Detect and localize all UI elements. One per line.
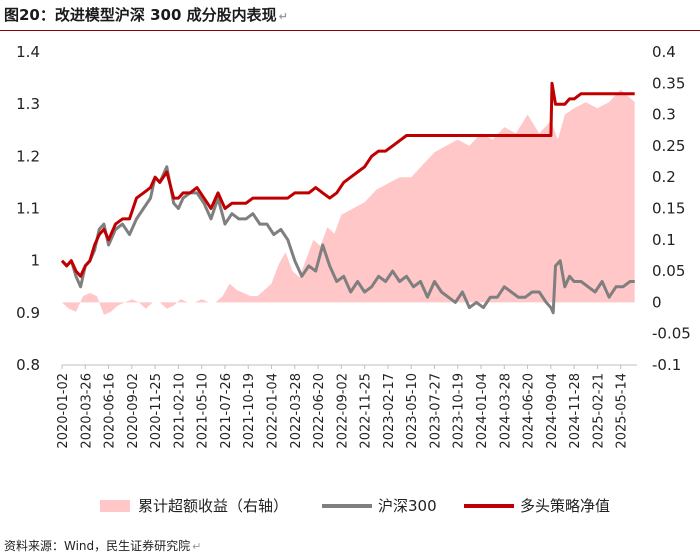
y-left-tick-label: 1.1	[16, 200, 40, 218]
chart: 0.8 0.9 1 1.1 1.2 1.3 1.4 -0.1 -0.05 0 0.05 0.1 0.15…	[16, 43, 691, 515]
x-tick-label: 2025-02-21	[591, 373, 606, 449]
x-tick-label: 2022-11-25	[359, 373, 374, 449]
x-tick-label: 2021-10-19	[242, 373, 257, 449]
legend-swatch-excess	[100, 500, 130, 512]
y-left-tick-label: 1.3	[16, 95, 40, 113]
x-tick-label: 2024-09-04	[545, 373, 560, 449]
legend: 累计超额收益（右轴） 沪深300 多头策略净值	[100, 497, 610, 515]
y-left-tick-label: 0.9	[16, 304, 40, 322]
return-mark-icon: ↵	[192, 540, 202, 553]
line-layer	[60, 81, 635, 315]
y-right-tick-label: 0.35	[652, 74, 685, 92]
x-tick-label: 2022-01-04	[266, 373, 281, 449]
x-tick-label: 2020-06-16	[103, 373, 118, 449]
x-tick-label: 2020-11-25	[149, 373, 164, 449]
y-right-tick-label: 0.05	[652, 262, 685, 280]
return-mark-icon: ↵	[278, 10, 288, 23]
x-tick-label: 2023-05-10	[405, 373, 420, 449]
x-tick-label: 2024-06-20	[522, 373, 537, 449]
y-right-tick-label: -0.05	[652, 325, 691, 343]
y-right-tick-label: 0.4	[652, 43, 676, 61]
legend-label-excess: 累计超额收益（右轴）	[138, 497, 288, 515]
x-tick-label: 2020-01-02	[56, 373, 71, 449]
excess-return-area	[62, 89, 635, 315]
x-tick-label: 2021-07-26	[219, 373, 234, 449]
x-tick-label: 2022-09-02	[335, 373, 350, 449]
source-note-text: 资料来源：Wind，民生证券研究院	[4, 539, 191, 553]
figure-title-text: 图20：改进模型沪深 300 成分股内表现	[4, 6, 277, 24]
hs300-line	[60, 165, 635, 315]
axis-layer: 0.8 0.9 1 1.1 1.2 1.3 1.4 -0.1 -0.05 0 0.05 0.1 0.15…	[16, 43, 691, 449]
y-right-tick-label: 0	[652, 293, 662, 311]
y-left-tick-label: 1	[30, 252, 40, 270]
x-tick-label: 2021-05-10	[196, 373, 211, 449]
x-tick-label: 2020-03-26	[79, 373, 94, 449]
x-tick-label: 2023-10-19	[452, 373, 467, 449]
source-note: 资料来源：Wind，民生证券研究院 ↵	[4, 537, 201, 554]
legend-label-strategy: 多头策略净值	[520, 497, 610, 515]
x-tick-label: 2023-07-27	[428, 373, 443, 449]
figure-title: 图20：改进模型沪深 300 成分股内表现 ↵	[4, 4, 288, 25]
excess-return-area-layer	[62, 89, 635, 315]
y-right-tick-label: 0.1	[652, 231, 676, 249]
strategy-nav-line	[60, 81, 635, 278]
x-tick-label: 2023-02-17	[382, 373, 397, 449]
x-tick-label: 2025-05-14	[615, 373, 630, 449]
x-tick-label: 2024-01-04	[475, 373, 490, 449]
x-tick-label: 2024-11-28	[568, 373, 583, 449]
y-right-tick-label: 0.15	[652, 200, 685, 218]
title-divider	[0, 30, 700, 31]
y-right-tick-label: -0.1	[652, 356, 681, 374]
y-left-tick-label: 0.8	[16, 356, 40, 374]
x-tick-label: 2020-09-02	[126, 373, 141, 449]
y-right-tick-label: 0.3	[652, 106, 676, 124]
x-tick-label: 2022-06-20	[312, 373, 327, 449]
y-left-tick-label: 1.4	[16, 43, 40, 61]
y-right-tick-label: 0.2	[652, 168, 676, 186]
y-right-tick-label: 0.25	[652, 137, 685, 155]
x-tick-label: 2022-03-28	[289, 373, 304, 449]
legend-label-hs300: 沪深300	[378, 497, 437, 515]
x-tick-label: 2021-02-10	[172, 373, 187, 449]
x-tick-label: 2024-03-28	[498, 373, 513, 449]
y-left-tick-label: 1.2	[16, 147, 40, 165]
